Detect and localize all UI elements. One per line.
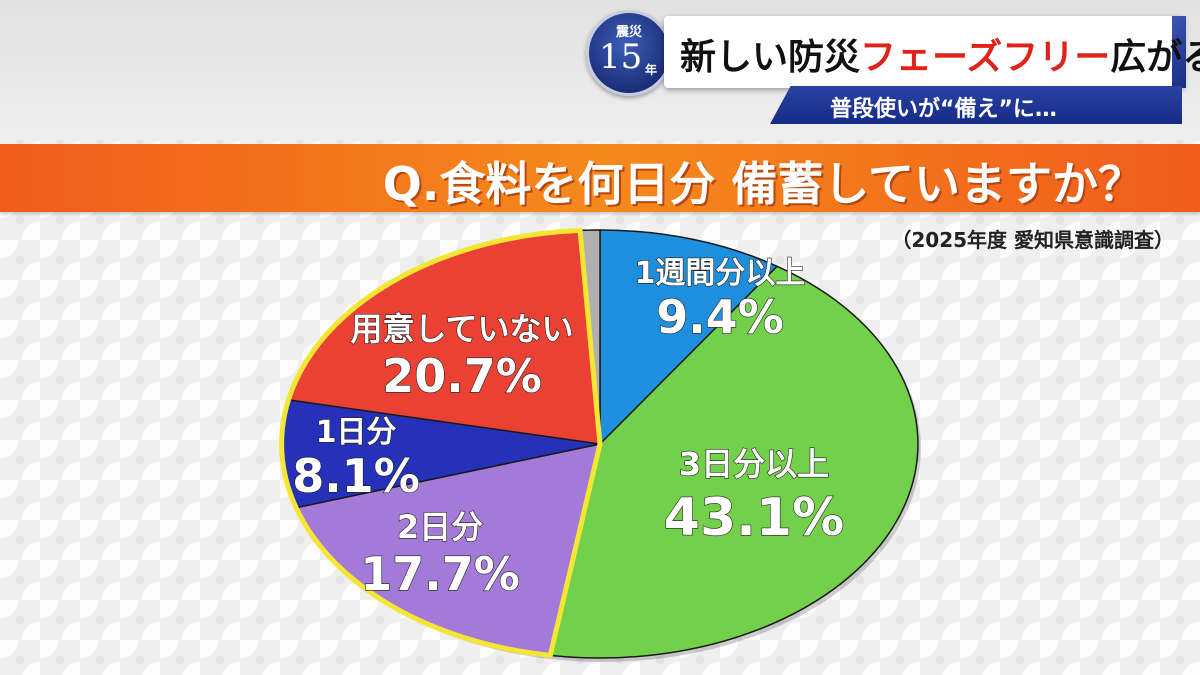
- slice-name-label: 1日分: [316, 415, 397, 450]
- slice-name-label: 1週間分以上: [635, 256, 806, 291]
- slice-name-label: 3日分以上: [679, 445, 829, 483]
- header-title-highlight: フェーズフリー: [860, 37, 1111, 78]
- badge-number: 15: [599, 37, 643, 77]
- pie-slice: [549, 265, 919, 659]
- slice-name-label: 用意していない: [350, 310, 573, 348]
- subtitle-bar: [770, 86, 1182, 124]
- badge-top-text: 震災: [615, 25, 642, 40]
- survey-source: （2025年度 愛知県意識調査）: [891, 228, 1174, 252]
- slice-value-label: 17.7%: [360, 547, 520, 601]
- header-bar: [664, 16, 1186, 88]
- question-text: Q.食料を何日分 備蓄していますか？: [382, 157, 1144, 211]
- header-title-part1: 新しい防災: [680, 37, 861, 78]
- slice-value-label: 8.1%: [292, 449, 420, 503]
- header-title-part3: 広がる: [1110, 37, 1200, 78]
- header-subtitle: 普段使いが“備え”に…: [830, 97, 1057, 122]
- header-title: 新しい防災フェーズフリー広がる: [680, 28, 1200, 80]
- question-banner: [0, 144, 1200, 212]
- highlight-outline: [279, 227, 603, 658]
- badge-unit: 年: [645, 63, 658, 77]
- slice-value-label: 9.4%: [656, 290, 784, 344]
- slice-name-label: 2日分: [397, 508, 483, 546]
- slice-value-label: 20.7%: [382, 349, 542, 403]
- slice-value-label: 43.1%: [664, 488, 844, 548]
- pie-slice: [599, 229, 779, 446]
